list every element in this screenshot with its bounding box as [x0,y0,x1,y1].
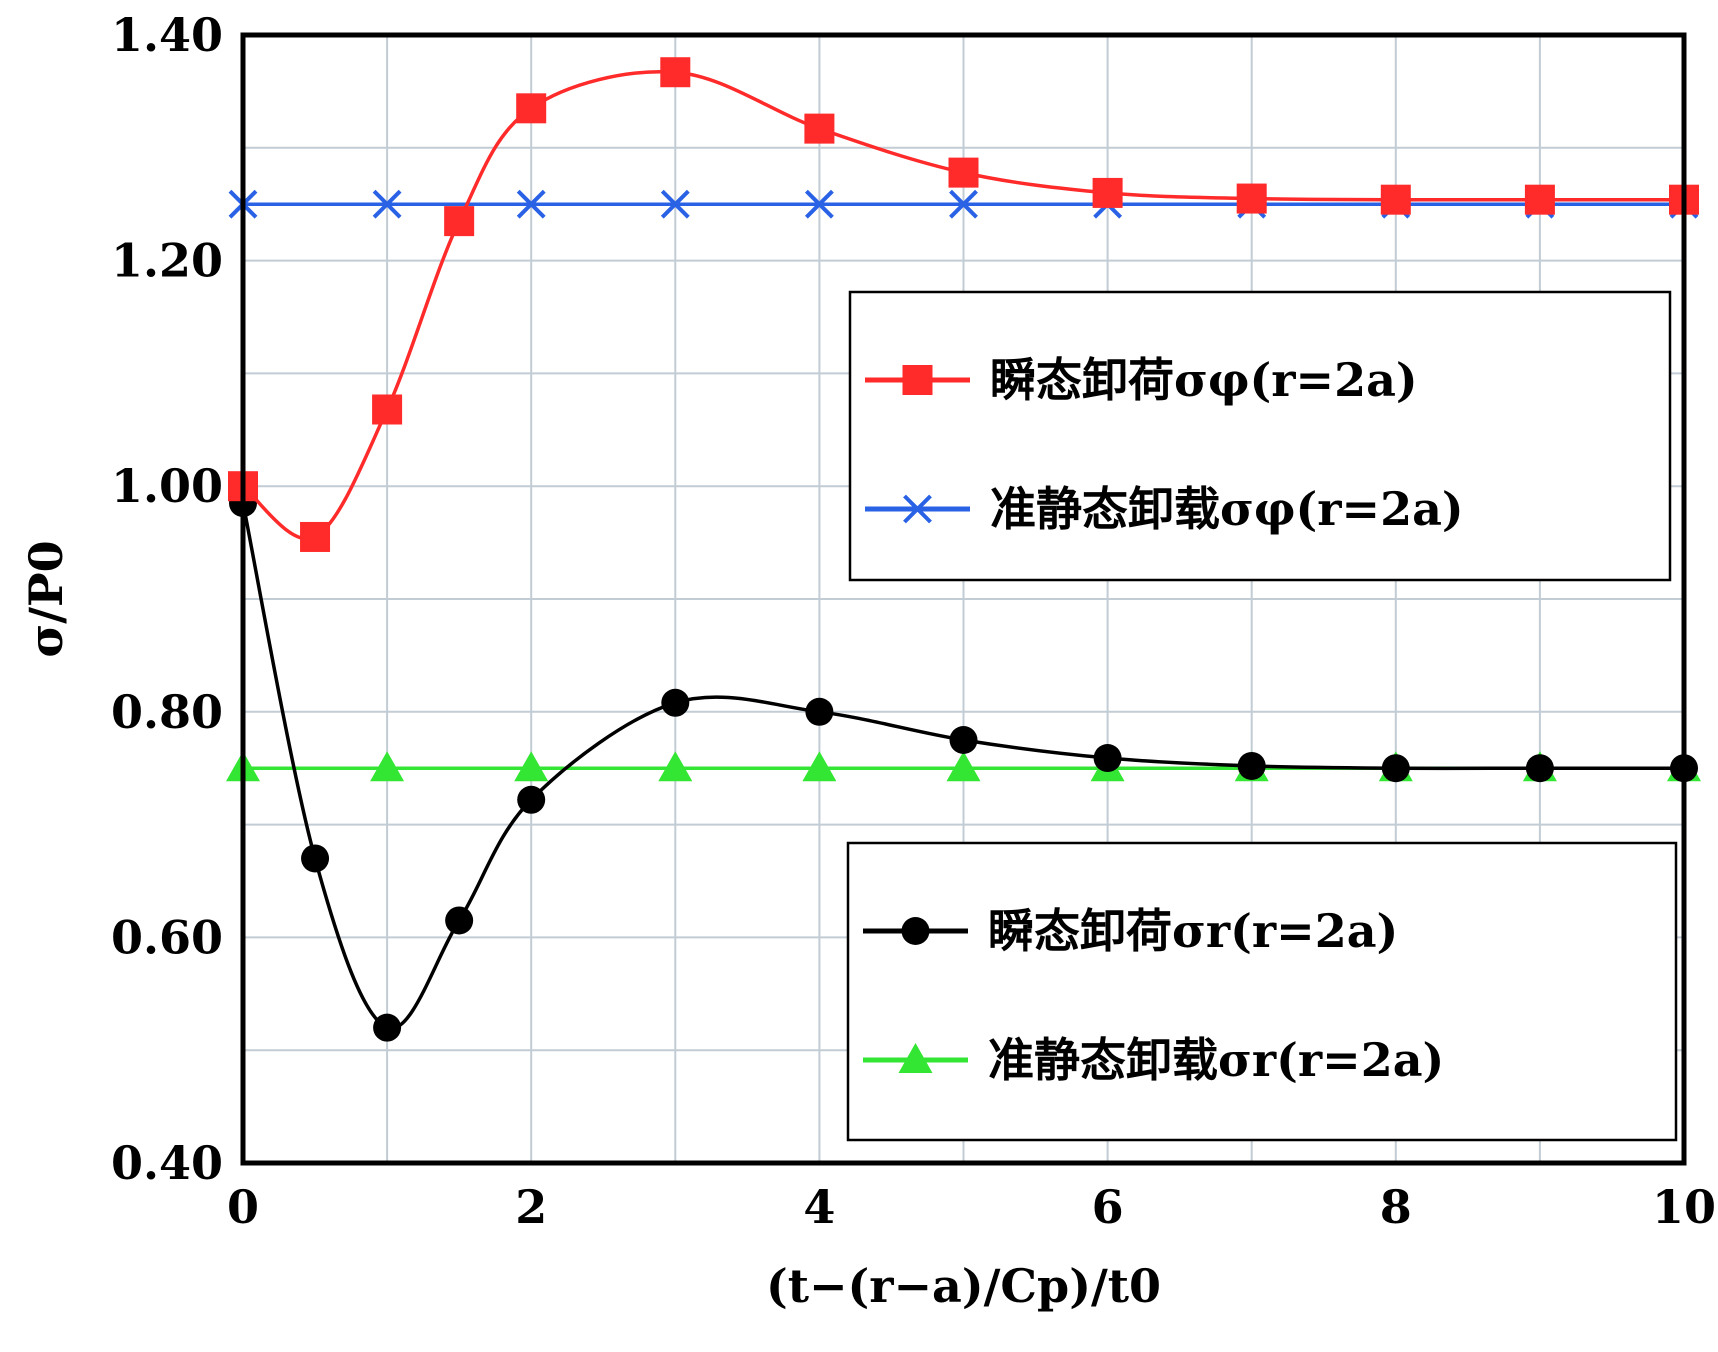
data-point-x [372,189,402,219]
series-group [226,57,1701,1042]
data-point-x [660,189,690,219]
plot-frame [240,32,1687,1166]
data-point-circle [1093,744,1122,773]
data-point-triangle [658,751,693,782]
data-point-square [372,394,403,425]
data-point-square [300,521,331,552]
data-point-square [516,93,547,124]
y-tick-label: 1.00 [111,459,223,513]
x-tick-label: 2 [515,1180,547,1234]
legend-box-2: 瞬态卸荷σr(r=2a) 准静态卸载σr(r=2a) [846,841,1678,1142]
legend-swatch-marker [903,494,932,524]
data-point-circle [1381,754,1410,783]
data-point-circle [1525,754,1554,783]
series-square [228,57,1699,552]
legend-swatch-marker [898,1043,933,1073]
legend: 瞬态卸荷σφ(r=2a) 准静态卸载σφ(r=2a) 瞬态卸荷σr(r=2a) 准静态… [846,290,1678,1142]
data-point-square [1380,184,1411,215]
data-point-circle [373,1013,402,1042]
y-tick-label: 1.20 [111,234,223,288]
x-tick-label: 6 [1092,1180,1124,1234]
data-point-triangle [802,751,837,782]
data-point-circle [805,697,834,726]
x-tick-label: 8 [1380,1180,1412,1234]
data-point-square [804,113,835,144]
y-tick-label: 1.40 [111,8,223,62]
data-point-square [1236,183,1267,214]
data-point-triangle [946,751,981,782]
data-point-triangle [370,751,405,782]
data-point-x [804,189,834,219]
data-point-circle [517,785,546,814]
data-point-square [660,57,691,88]
data-point-circle [949,726,978,754]
tick-labels: 0 2 4 6 8 10 0.40 0.60 0.80 1.00 1.20 1.40 [111,8,1716,1234]
data-point-square [948,157,979,188]
grid [243,35,1684,1163]
legend-item: 准静态卸载σr(r=2a) [863,1033,1444,1087]
data-point-square [1524,184,1555,215]
data-point-circle [661,688,690,717]
data-point-x [516,189,546,219]
data-point-circle [445,906,474,935]
x-tick-label: 4 [803,1180,835,1234]
legend-item: 瞬态卸荷σφ(r=2a) [865,353,1418,407]
legend-label: 准静态卸载σφ(r=2a) [990,482,1464,536]
series-circle [229,489,1698,1042]
data-point-square [1092,177,1123,208]
data-point-triangle [514,751,549,782]
legend-frame [846,841,1678,1142]
legend-item: 瞬态卸荷σr(r=2a) [863,904,1398,958]
y-tick-label: 0.60 [111,910,223,964]
legend-label: 瞬态卸荷σφ(r=2a) [990,353,1418,407]
legend-box-1: 瞬态卸荷σφ(r=2a) 准静态卸载σφ(r=2a) [848,290,1672,582]
legend-item: 准静态卸载σφ(r=2a) [865,482,1464,536]
data-point-square [444,206,475,237]
y-axis-label: σ/P0 [19,540,73,657]
legend-frame [848,290,1672,582]
data-point-x [949,189,978,219]
x-tick-label: 0 [227,1180,259,1234]
legend-swatch-marker [902,365,933,395]
y-tick-label: 0.80 [111,685,223,739]
legend-swatch-marker [901,917,930,945]
data-point-circle [301,844,330,873]
x-axis-label: (t−(r−a)/Cp)/t0 [766,1259,1161,1313]
legend-label: 准静态卸载σr(r=2a) [988,1033,1444,1087]
x-tick-label: 10 [1652,1180,1716,1234]
y-tick-label: 0.40 [111,1136,223,1190]
data-point-circle [1237,751,1266,780]
legend-label: 瞬态卸荷σr(r=2a) [988,904,1398,958]
